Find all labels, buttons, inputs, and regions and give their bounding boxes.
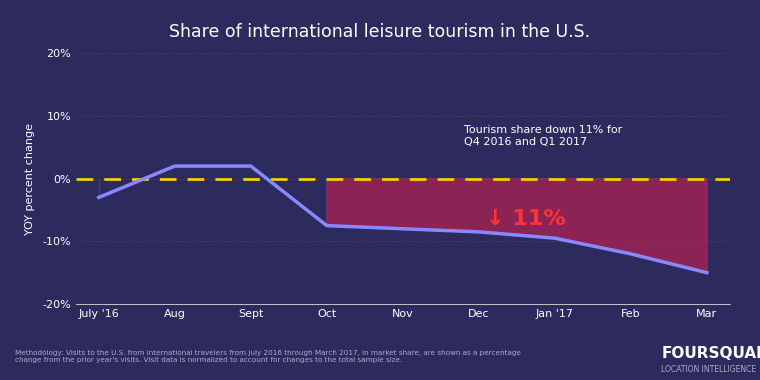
Text: ↓ 11%: ↓ 11% (486, 209, 566, 230)
Text: FOURSQUARE: FOURSQUARE (661, 346, 760, 361)
Y-axis label: YOY percent change: YOY percent change (25, 123, 36, 234)
Text: Methodology: Visits to the U.S. from international travelers from July 2016 thro: Methodology: Visits to the U.S. from int… (15, 350, 521, 363)
Text: Share of international leisure tourism in the U.S.: Share of international leisure tourism i… (169, 23, 591, 41)
Text: Tourism share down 11% for
Q4 2016 and Q1 2017: Tourism share down 11% for Q4 2016 and Q… (464, 125, 622, 147)
Text: LOCATION INTELLIGENCE: LOCATION INTELLIGENCE (661, 365, 756, 374)
